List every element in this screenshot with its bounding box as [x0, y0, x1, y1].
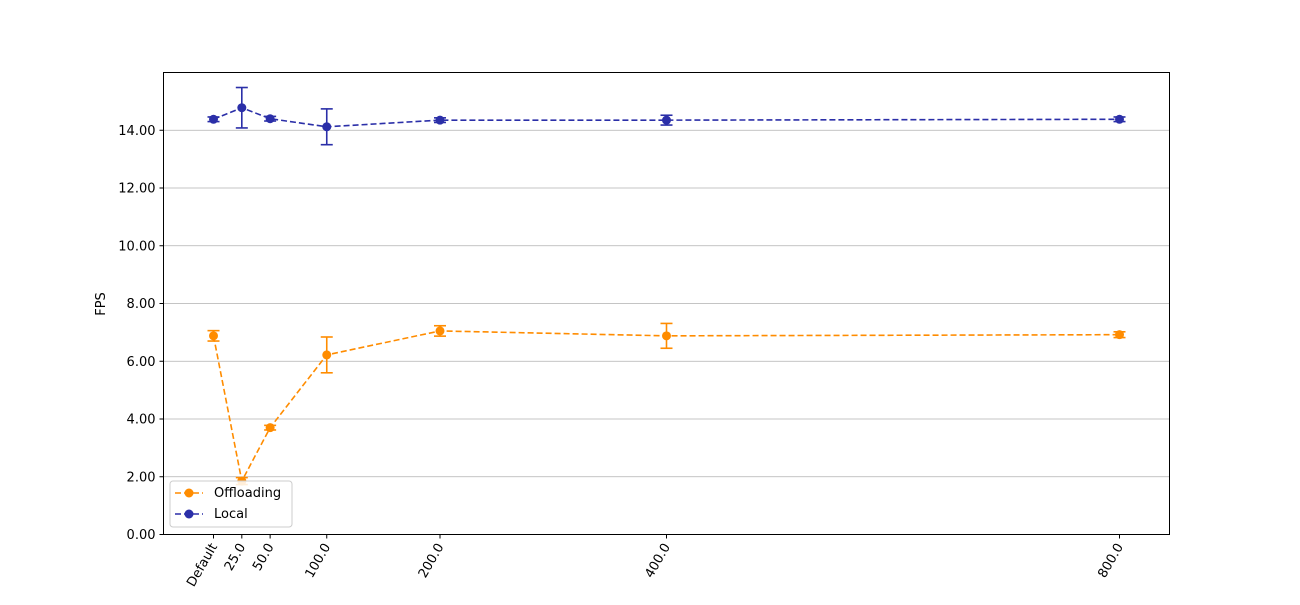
x-tick-label: 50.0: [250, 541, 277, 574]
data-point: [662, 115, 671, 125]
data-point: [209, 331, 218, 341]
y-tick-label: 6.00: [127, 355, 156, 370]
x-tick-label: 25.0: [222, 541, 249, 574]
y-axis-ticks: 0.00 2.00 4.00 6.00 8.00 10.00 12.00 14.00: [118, 124, 164, 543]
legend-label-local: Local: [214, 507, 248, 522]
y-tick-label: 0.00: [127, 528, 156, 543]
data-point: [1115, 114, 1124, 124]
legend-marker-offloading: [184, 488, 194, 498]
data-point: [435, 326, 445, 336]
series-line-offloading: [212, 330, 1120, 484]
data-point: [662, 331, 671, 341]
data-point: [265, 423, 275, 433]
legend-box: [169, 480, 293, 528]
grid-lines: [163, 129, 1170, 478]
y-tick-label: 12.00: [118, 182, 155, 197]
x-tick-label: 200.0: [416, 541, 448, 581]
data-point: [322, 350, 332, 360]
series-layer: [207, 86, 1126, 486]
y-tick-label: 4.00: [127, 413, 156, 428]
data-point: [209, 114, 218, 124]
x-tick-label: Default: [184, 541, 221, 590]
data-point: [265, 114, 275, 124]
data-point: [322, 122, 332, 132]
y-tick-label: 2.00: [127, 470, 156, 485]
data-point: [1115, 330, 1124, 340]
legend-marker-local: [184, 509, 194, 519]
y-tick-label: 14.00: [118, 124, 155, 139]
x-tick-label: 100.0: [303, 541, 335, 581]
legend: Offloading Local: [169, 480, 293, 528]
data-point: [435, 115, 445, 125]
legend-label-offloading: Offloading: [214, 486, 281, 501]
data-point: [237, 103, 247, 113]
x-axis-ticks: Default 25.0 50.0 100.0 200.0 400.0 800.0: [184, 534, 1127, 590]
series-local: [207, 86, 1126, 146]
x-tick-label: 400.0: [642, 541, 674, 581]
y-tick-label: 8.00: [127, 297, 156, 312]
y-tick-label: 10.00: [118, 239, 155, 254]
y-axis-label: FPS: [94, 292, 109, 316]
x-tick-label: 800.0: [1095, 541, 1127, 581]
series-offloading: [207, 322, 1126, 486]
